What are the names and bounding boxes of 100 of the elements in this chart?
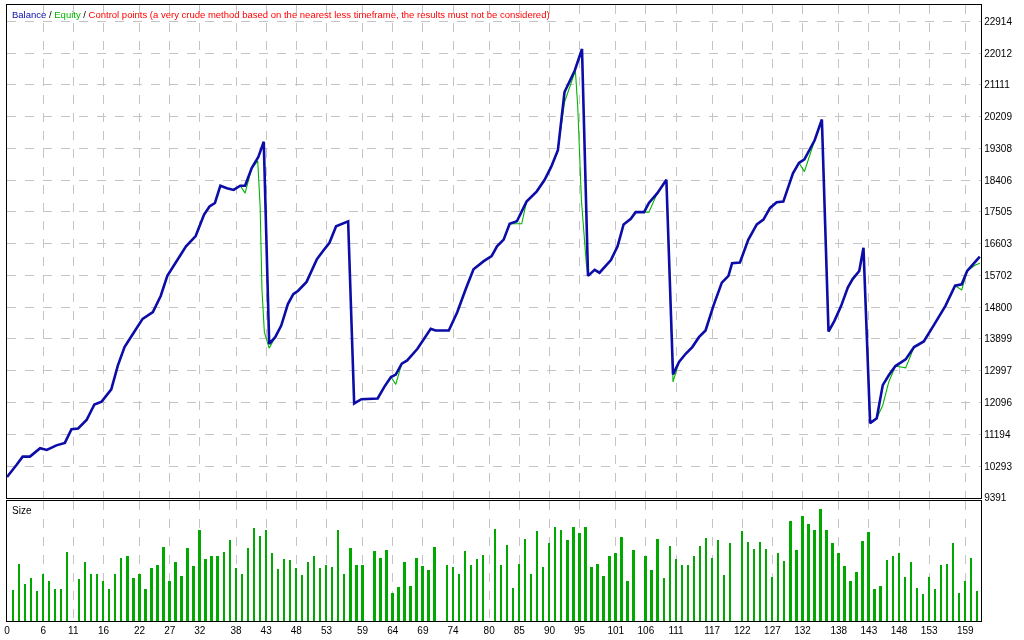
bar xyxy=(415,558,418,621)
y-tick-label: 14800 xyxy=(984,301,1013,313)
x-tick-label: 16 xyxy=(97,625,110,637)
text: Equity xyxy=(54,9,81,20)
bar xyxy=(614,553,617,621)
bar xyxy=(180,576,183,621)
annotation: / xyxy=(83,9,86,20)
bar xyxy=(42,574,44,621)
bar xyxy=(548,543,550,621)
bar xyxy=(530,574,532,621)
bar xyxy=(198,530,201,621)
bar xyxy=(24,584,26,621)
x-tick-label: 11 xyxy=(68,625,79,637)
bar xyxy=(699,546,701,621)
bar xyxy=(916,588,918,621)
bar xyxy=(397,587,400,621)
x-tick-label: 38 xyxy=(230,625,243,637)
bar xyxy=(186,548,189,621)
bar xyxy=(54,589,56,621)
x-tick-label: 95 xyxy=(574,625,586,637)
x-tick-label: 117 xyxy=(704,625,721,637)
bar xyxy=(934,589,936,621)
bar xyxy=(783,561,785,621)
bar xyxy=(458,574,460,621)
x-tick-label: 22 xyxy=(134,625,146,637)
bar xyxy=(114,574,116,621)
bar xyxy=(958,593,960,621)
bar xyxy=(36,591,38,621)
bar xyxy=(379,558,382,621)
text: Balance xyxy=(12,9,47,20)
bar xyxy=(952,543,954,621)
bar xyxy=(825,530,828,621)
bar xyxy=(331,567,333,621)
legend-label: Control points (a very crude method based on the nearest less timeframe, the results must not be considered) xyxy=(88,9,550,20)
bar xyxy=(60,589,62,621)
bar xyxy=(132,578,135,621)
bar xyxy=(904,577,906,621)
y-tick-label: 18406 xyxy=(984,174,1013,186)
bar xyxy=(174,562,177,621)
y-tick-label: 16603 xyxy=(984,238,1013,250)
x-tick-label: 101 xyxy=(607,625,625,637)
x-tick-label: 148 xyxy=(890,625,908,637)
bar xyxy=(204,559,207,621)
bar xyxy=(289,560,291,621)
bar xyxy=(446,565,448,621)
line-series xyxy=(7,47,981,479)
bar xyxy=(126,556,129,621)
bar xyxy=(970,558,972,621)
bar xyxy=(590,567,593,621)
bar xyxy=(681,565,683,621)
bar xyxy=(886,560,888,621)
x-tick-label: 159 xyxy=(956,625,975,637)
bar xyxy=(277,569,279,621)
bar xyxy=(144,589,147,621)
y-tick-label: 9391 xyxy=(984,492,1007,504)
bar xyxy=(759,542,761,621)
bar xyxy=(283,559,285,621)
bar xyxy=(18,564,20,621)
bar xyxy=(409,586,412,621)
bar xyxy=(873,589,876,621)
x-tick-label: 0 xyxy=(4,625,11,637)
x-tick-label: 138 xyxy=(830,625,848,637)
bar xyxy=(476,559,478,621)
bar xyxy=(578,533,581,621)
bar xyxy=(596,564,599,621)
bar xyxy=(765,549,767,621)
bar xyxy=(391,593,394,621)
bar xyxy=(307,562,309,621)
x-tick-label: 48 xyxy=(290,625,303,637)
bar xyxy=(910,562,912,621)
bar xyxy=(229,540,231,621)
bar xyxy=(964,581,966,621)
bar xyxy=(506,545,508,621)
x-tick-label: 43 xyxy=(260,625,273,637)
x-tick-label: 111 xyxy=(668,625,685,637)
bar xyxy=(168,581,171,621)
bar xyxy=(259,536,261,621)
x-tick-label: 153 xyxy=(920,625,938,637)
bar xyxy=(271,553,273,621)
bar xyxy=(946,564,948,621)
bar xyxy=(940,565,942,621)
bar xyxy=(837,553,840,621)
bar xyxy=(650,570,653,621)
y-tick-label: 10293 xyxy=(984,460,1013,472)
x-tick-label: 132 xyxy=(794,625,812,637)
bar xyxy=(898,553,900,621)
bar xyxy=(192,566,195,621)
bar xyxy=(747,542,749,621)
bar xyxy=(102,581,104,621)
bar xyxy=(235,568,237,621)
bar xyxy=(542,567,544,621)
x-tick-label: 27 xyxy=(164,625,176,637)
x-tick-label: 64 xyxy=(387,625,399,637)
bar xyxy=(855,572,858,621)
bar xyxy=(108,589,110,621)
bar xyxy=(96,574,98,621)
x-tick-label: 53 xyxy=(320,625,333,637)
y-tick-label: 22914 xyxy=(984,15,1013,27)
annotation: / xyxy=(48,9,52,20)
bar xyxy=(879,586,882,621)
